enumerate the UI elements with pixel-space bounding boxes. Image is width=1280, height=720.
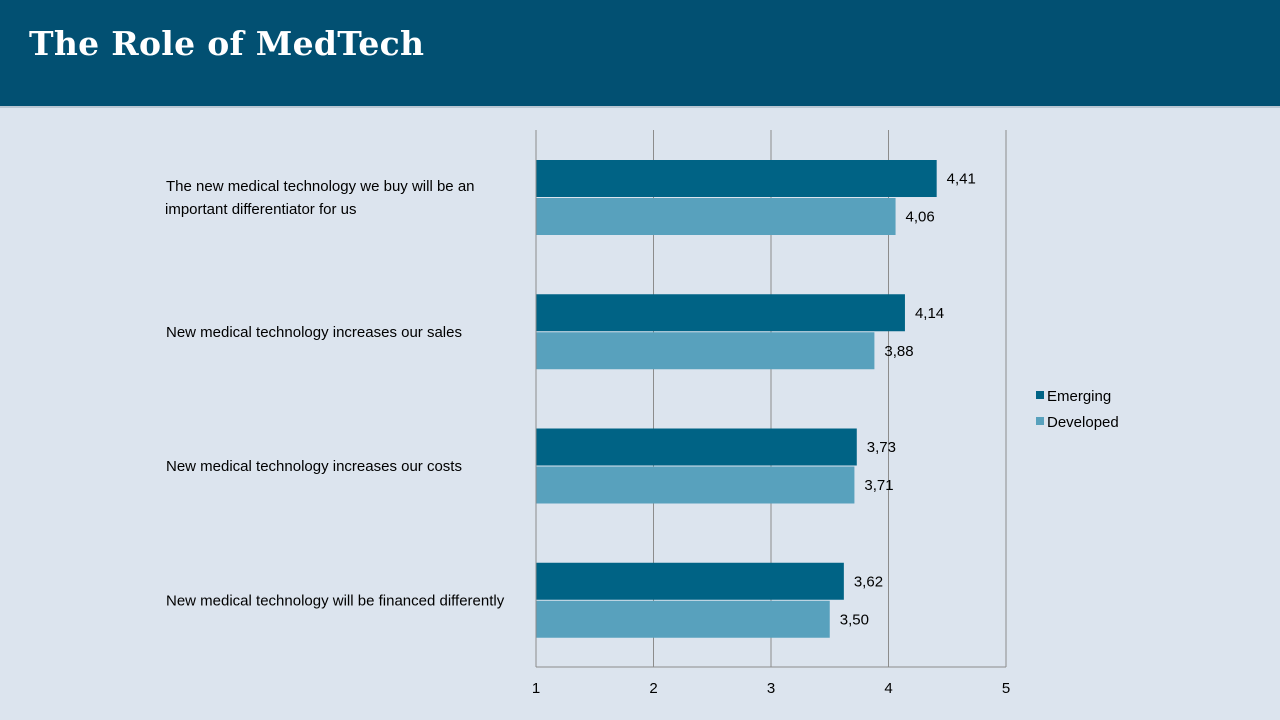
category-label-line: New medical technology increases our sal… <box>166 324 462 341</box>
tick-label-3: 3 <box>767 680 775 697</box>
header-divider <box>0 106 1280 108</box>
value-label-developed-4: 3,50 <box>840 611 869 628</box>
bar-developed-2 <box>536 332 875 370</box>
legend-swatch-emerging <box>1036 391 1044 399</box>
tick-label-4: 4 <box>884 680 892 697</box>
category-label-line: New medical technology increases our cos… <box>166 458 462 475</box>
legend: Emerging Developed <box>1036 388 1119 431</box>
value-label-developed-2: 3,88 <box>884 343 913 360</box>
value-label-emerging-2: 4,14 <box>915 305 944 322</box>
legend-label-emerging: Emerging <box>1047 388 1111 405</box>
bar-emerging-3 <box>536 428 857 466</box>
axis: 1 2 3 4 5 <box>532 130 1010 697</box>
bar-developed-1 <box>536 198 896 235</box>
bar-emerging-1 <box>536 160 937 197</box>
tick-label-2: 2 <box>649 680 657 697</box>
bar-developed-4 <box>536 600 830 638</box>
bar-emerging-4 <box>536 562 844 600</box>
header-bar <box>0 0 1280 106</box>
labels: 4,41 4,06 The new medical technology we bu… <box>165 171 976 629</box>
value-label-emerging-1: 4,41 <box>947 171 976 188</box>
bar-developed-3 <box>536 466 855 504</box>
value-label-emerging-4: 3,62 <box>854 573 883 590</box>
value-label-emerging-3: 3,73 <box>867 439 896 456</box>
category-label-3: New medical technology increases our cos… <box>166 458 462 475</box>
tick-label-5: 5 <box>1002 680 1010 697</box>
bar-emerging-2 <box>536 294 905 332</box>
value-label-developed-1: 4,06 <box>906 209 935 226</box>
category-label-4: New medical technology will be financed … <box>166 592 505 609</box>
category-label-2: New medical technology increases our sal… <box>166 324 462 341</box>
tick-label-1: 1 <box>532 680 540 697</box>
category-label-line: The new medical technology we buy will b… <box>166 178 475 195</box>
value-label-developed-3: 3,71 <box>864 477 893 494</box>
category-label-line: important differentiator for us <box>165 201 356 218</box>
bars <box>536 160 937 638</box>
category-label-line: New medical technology will be financed … <box>166 592 505 609</box>
category-label-1: The new medical technology we buy will b… <box>165 178 475 218</box>
legend-swatch-developed <box>1036 417 1044 425</box>
legend-label-developed: Developed <box>1047 414 1119 431</box>
slide-title: The Role of MedTech <box>29 24 425 63</box>
